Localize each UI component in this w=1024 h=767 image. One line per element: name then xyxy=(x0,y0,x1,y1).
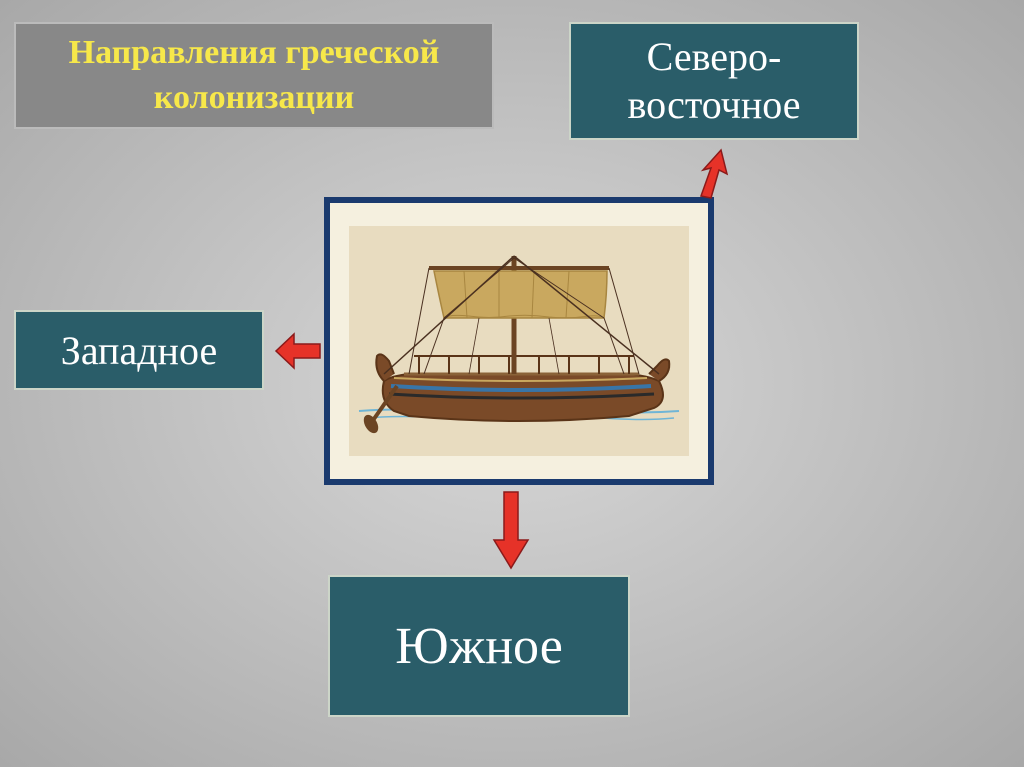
box-west: Западное xyxy=(14,310,264,390)
title-line1: Направления греческой xyxy=(69,34,440,71)
south-label: Южное xyxy=(395,617,563,676)
box-northeast-text: Северо- восточное xyxy=(627,33,800,129)
arrow-south xyxy=(490,490,532,570)
arrow-northeast xyxy=(693,148,733,200)
ship-svg xyxy=(349,226,689,456)
west-label: Западное xyxy=(61,327,217,374)
title-line2: колонизации xyxy=(154,79,354,116)
box-south: Южное xyxy=(328,575,630,717)
box-northeast: Северо- восточное xyxy=(569,22,859,140)
ne-line2: восточное xyxy=(627,82,800,127)
title-text: Направления греческой колонизации xyxy=(69,31,440,119)
ne-line1: Северо- xyxy=(647,34,782,79)
ship-illustration xyxy=(349,226,689,456)
ship-frame xyxy=(324,197,714,485)
arrow-west xyxy=(274,330,322,372)
title-box: Направления греческой колонизации xyxy=(14,22,494,129)
